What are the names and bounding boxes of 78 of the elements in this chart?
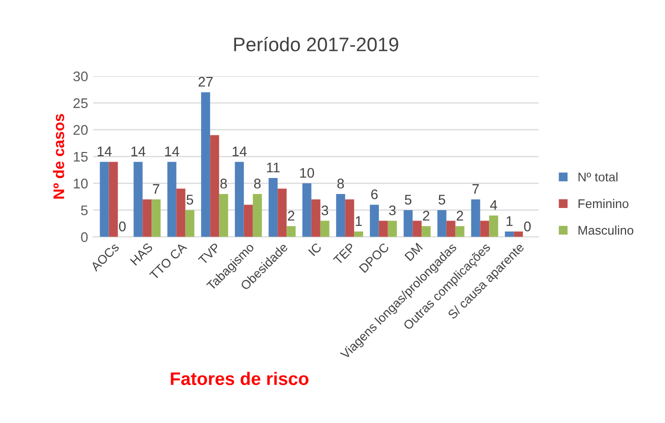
bar (504, 232, 514, 237)
y-tick-label: 0 (81, 232, 88, 242)
data-label: 8 (220, 178, 227, 188)
bar (219, 194, 228, 237)
bar (422, 226, 431, 237)
bar (152, 199, 161, 237)
bar (302, 183, 312, 237)
data-label: 5 (404, 194, 412, 205)
y-tick-label: 30 (73, 71, 88, 82)
y-tick-label: 10 (74, 178, 88, 188)
data-label: 11 (266, 162, 280, 172)
bar (311, 199, 320, 237)
bar (489, 215, 498, 237)
bar (455, 226, 464, 237)
bar (142, 199, 152, 237)
y-tick-label: 25 (73, 98, 88, 108)
bar (514, 232, 523, 237)
bar (345, 199, 354, 237)
data-label: 3 (322, 205, 328, 216)
data-label: 1 (356, 216, 362, 226)
data-label: 1 (506, 216, 513, 226)
data-label: 14 (165, 146, 180, 156)
y-axis-title: Nº de casos (52, 114, 64, 199)
legend-label: Nº total (578, 172, 618, 182)
bar (286, 226, 296, 237)
data-label: 14 (131, 146, 146, 156)
x-axis-title: Fatores de risco (170, 372, 308, 386)
bar (437, 210, 446, 237)
x-tick-label: IC (308, 242, 322, 256)
bar (100, 162, 109, 237)
bar (404, 210, 413, 237)
data-label: 7 (472, 184, 479, 194)
legend-label: Masculino (578, 226, 634, 235)
data-label: 27 (198, 76, 213, 87)
data-label: 8 (254, 178, 261, 188)
data-label: 0 (524, 222, 531, 232)
bar (412, 220, 422, 237)
bar (234, 162, 244, 237)
bar (268, 178, 278, 237)
bar (210, 135, 220, 237)
y-tick-label: 15 (74, 152, 88, 162)
bar (108, 162, 118, 237)
data-label: 2 (422, 210, 430, 221)
bar (336, 194, 346, 237)
bar (185, 210, 194, 237)
data-label: 6 (371, 189, 378, 200)
data-label: 3 (389, 205, 396, 216)
bar (354, 232, 364, 237)
data-label: 2 (456, 210, 464, 221)
bar (320, 220, 330, 237)
chart-title: Período 2017-2019 (234, 36, 398, 52)
x-tick-label: TEP (332, 242, 356, 266)
y-tick-label: 5 (81, 206, 88, 216)
bar (176, 188, 186, 237)
bar (134, 162, 143, 237)
data-label: 2 (288, 210, 294, 221)
bar (480, 220, 490, 237)
bar (167, 162, 176, 237)
data-label: 8 (337, 178, 344, 188)
data-label: 0 (119, 222, 126, 232)
data-label: 14 (232, 146, 247, 156)
bar (252, 194, 262, 237)
bar (388, 220, 397, 237)
bar (471, 199, 480, 237)
bar (278, 188, 287, 237)
bar (244, 204, 253, 237)
bar (378, 220, 388, 237)
data-label: 7 (152, 184, 160, 194)
data-label: 5 (438, 194, 446, 205)
data-label: 5 (186, 194, 194, 205)
y-tick-label: 20 (73, 125, 88, 135)
data-label: 4 (490, 200, 498, 210)
bar (446, 220, 456, 237)
data-label: 14 (98, 146, 112, 156)
data-label: 10 (300, 168, 314, 178)
legend-label: Feminino (578, 198, 628, 208)
bar (201, 92, 210, 237)
bar (370, 204, 379, 237)
